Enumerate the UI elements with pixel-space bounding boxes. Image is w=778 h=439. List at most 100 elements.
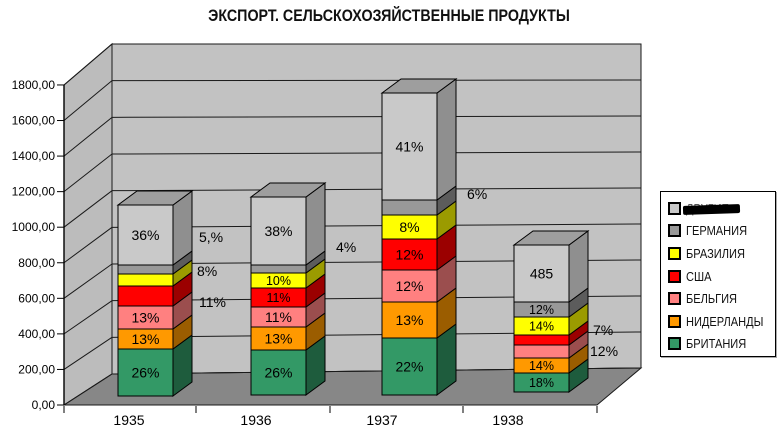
- wall-diagonal: [63, 190, 113, 228]
- gridline: [111, 151, 642, 155]
- bar-label-1936-usa: 11%: [266, 291, 290, 305]
- legend-item-belgium[interactable]: БЕЛЬГИЯ: [661, 287, 775, 310]
- bar-top-1935[interactable]: [116, 190, 194, 206]
- bar-top-1937[interactable]: [380, 78, 458, 94]
- legend-swatch-germany: [668, 224, 681, 238]
- bar-label-1938-germany: 12%: [529, 303, 554, 317]
- bar-label-1936-britain: 26%: [264, 365, 292, 381]
- gridline: [111, 115, 642, 118]
- y-axis-label: 400,00: [18, 327, 55, 341]
- legend-item-germany[interactable]: ГЕРМАНИЯ: [661, 220, 775, 243]
- bar-label-1937-usa: 12%: [395, 247, 423, 263]
- bar-outside-label-1938-usa: 7%: [593, 322, 613, 338]
- y-axis-label: 600,00: [18, 291, 55, 305]
- wall-diagonal: [63, 300, 113, 335]
- wall-diagonal: [63, 116, 113, 157]
- bar-segment-1938-others[interactable]: [513, 244, 570, 303]
- bar-label-1935-others: 36%: [131, 227, 159, 243]
- bar-label-1936-netherlands: 13%: [264, 331, 292, 347]
- bar-outside-label-1935-germany: 5,%: [199, 229, 223, 245]
- gridline: [111, 187, 642, 192]
- wall-diagonal: [63, 226, 113, 264]
- wall-diagonal: [63, 263, 113, 299]
- y-axis-label: 200,00: [18, 362, 55, 376]
- wall-diagonal: [63, 373, 113, 406]
- legend-swatch-netherlands: [668, 314, 681, 328]
- legend-swatch-brazil: [668, 246, 681, 260]
- wall-diagonal: [63, 80, 113, 121]
- y-axis-label: 800,00: [18, 256, 55, 270]
- y-axis-label: 1400,00: [12, 149, 56, 163]
- legend-swatch-usa: [668, 269, 681, 283]
- bar-label-1936-belgium: 11%: [265, 309, 292, 325]
- bar-segment-1936-others[interactable]: [250, 196, 307, 266]
- legend-swatch-britain: [668, 337, 681, 351]
- bar-segment-1935-brazil[interactable]: [117, 273, 174, 287]
- bar-outside-label-1937-germany: 6%: [467, 186, 487, 202]
- bar-label-1936-others: 38%: [264, 223, 292, 239]
- legend-label-belgium: БЕЛЬГИЯ: [686, 291, 738, 307]
- bar-segment-1938-usa[interactable]: [513, 334, 570, 346]
- legend-label-brazil: БРАЗИЛИЯ: [686, 245, 745, 261]
- bar-top-1938[interactable]: [512, 230, 590, 246]
- y-axis-label: 0,00: [32, 398, 56, 412]
- legend-label-netherlands: НИДЕРЛАНДЫ: [686, 313, 764, 329]
- bar-label-1935-netherlands: 13%: [131, 331, 159, 347]
- bar-segment-1935-usa[interactable]: [117, 285, 174, 307]
- bar-outside-label-1935-usa: 11%: [199, 294, 226, 310]
- bar-top-1936[interactable]: [249, 182, 327, 198]
- legend-swatch-belgium: [668, 292, 681, 306]
- bar-outside-label-1935-brazil: 8%: [197, 263, 217, 279]
- bar-segment-1938-belgium[interactable]: [513, 344, 570, 359]
- legend-label-britain: БРИТАНИЯ: [686, 336, 747, 352]
- y-axis-label: 1800,00: [12, 78, 56, 92]
- bar-segment-side-1937-others[interactable]: [436, 78, 457, 201]
- redaction-bar: [682, 204, 741, 215]
- legend-item-britain[interactable]: БРИТАНИЯ: [661, 333, 775, 356]
- bar-label-1938-netherlands: 14%: [529, 359, 554, 373]
- bar-outside-label-1938-belgium: 12%: [590, 343, 618, 359]
- x-axis-label: 1937: [366, 412, 397, 428]
- bar-label-1938-others: 485: [530, 266, 554, 282]
- legend-box: ДРУГИЕ ГЕРМАНИЯ БРАЗИЛИЯ США БЕЛЬГИЯ НИДЕРЛАН…: [660, 191, 776, 357]
- bar-label-1937-netherlands: 13%: [395, 312, 423, 328]
- y-axis-label: 1200,00: [12, 185, 56, 199]
- gridline: [111, 79, 642, 82]
- legend-item-netherlands[interactable]: НИДЕРЛАНДЫ: [661, 310, 775, 333]
- bar-label-1938-britain: 18%: [529, 376, 554, 390]
- bar-segment-1937-brazil[interactable]: [381, 214, 438, 240]
- bar-label-1935-britain: 26%: [131, 365, 159, 381]
- x-axis-label: 1935: [113, 412, 144, 428]
- bar-segment-1937-germany[interactable]: [381, 199, 438, 216]
- chart-title: ЭКСПОРТ. СЕЛЬСКОХОЗЯЙСТВЕННЫЕ ПРОДУКТЫ: [208, 6, 570, 25]
- bar-label-1937-belgium: 12%: [395, 278, 423, 294]
- bar-label-1937-brazil: 8%: [399, 219, 419, 235]
- x-axis-label: 1938: [492, 412, 523, 428]
- bar-segment-1935-germany[interactable]: [117, 264, 174, 275]
- wall-diagonal: [63, 153, 113, 193]
- legend-label-usa: США: [686, 268, 712, 284]
- left-wall: [63, 42, 113, 406]
- bar-label-1938-brazil: 14%: [529, 320, 554, 334]
- bar-segment-1935-others[interactable]: [117, 204, 174, 266]
- legend-item-others[interactable]: ДРУГИЕ: [661, 197, 775, 220]
- bar-segment-1936-britain[interactable]: [250, 349, 307, 396]
- bar-segment-1935-britain[interactable]: [117, 348, 174, 397]
- bar-label-1937-others: 41%: [395, 139, 423, 155]
- y-axis-label: 1600,00: [12, 114, 56, 128]
- legend-swatch-others: [668, 201, 681, 215]
- legend-item-brazil[interactable]: БРАЗИЛИЯ: [661, 242, 775, 265]
- bar-label-1936-brazil: 10%: [266, 274, 291, 288]
- wall-diagonal: [63, 336, 113, 370]
- legend-label-germany: ГЕРМАНИЯ: [686, 223, 748, 239]
- bar-label-1937-britain: 22%: [395, 359, 423, 375]
- y-axis-label: 1000,00: [12, 220, 56, 234]
- gridline: [111, 223, 642, 228]
- bar-segment-1936-germany[interactable]: [250, 264, 307, 274]
- bar-label-1935-belgium: 13%: [131, 310, 159, 326]
- legend-item-usa[interactable]: США: [661, 265, 775, 288]
- bar-segment-1937-usa[interactable]: [381, 238, 438, 271]
- wall-diagonal: [63, 43, 113, 86]
